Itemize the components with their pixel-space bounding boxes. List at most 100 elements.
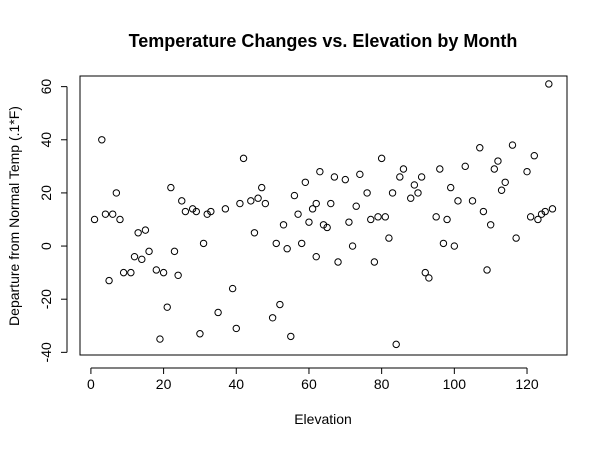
data-point — [130, 252, 139, 261]
data-point — [388, 189, 397, 197]
data-point — [330, 173, 339, 181]
data-point — [247, 197, 255, 205]
data-point — [268, 314, 277, 322]
data-point — [174, 271, 182, 279]
y-tick-label: -40 — [38, 342, 54, 362]
data-point — [454, 197, 462, 205]
data-point — [301, 178, 310, 186]
data-point — [239, 154, 248, 163]
data-point — [181, 207, 190, 216]
data-point — [308, 205, 317, 213]
data-point — [170, 247, 179, 256]
x-axis: 0 20 40 60 80 100 120 — [87, 367, 539, 392]
y-axis: -40 -20 0 20 40 60 — [38, 79, 68, 362]
data-point — [399, 165, 408, 173]
data-point — [523, 167, 531, 176]
data-point — [468, 197, 477, 205]
data-point — [439, 239, 448, 248]
x-tick-label: 0 — [87, 376, 95, 392]
data-point — [214, 308, 222, 317]
data-point — [341, 175, 350, 184]
x-tick-label: 100 — [443, 376, 467, 392]
data-point — [374, 213, 382, 221]
data-point — [352, 202, 360, 210]
data-point — [109, 210, 117, 218]
x-tick-label: 80 — [374, 376, 390, 392]
data-point — [490, 165, 499, 173]
data-point — [512, 234, 520, 242]
data-point — [163, 303, 171, 311]
data-point — [421, 268, 429, 277]
data-point — [207, 207, 215, 216]
y-tick-label: -20 — [38, 289, 54, 309]
data-point — [134, 229, 142, 237]
data-point — [141, 226, 150, 234]
data-point — [127, 268, 135, 277]
data-point — [356, 170, 364, 179]
data-point — [461, 162, 469, 171]
data-point — [436, 165, 444, 173]
data-point — [112, 189, 121, 197]
data-point — [312, 199, 320, 208]
data-point — [199, 239, 208, 248]
data-point — [250, 229, 259, 237]
data-point — [232, 324, 240, 333]
data-point — [101, 210, 110, 218]
data-point — [370, 258, 379, 266]
data-point — [294, 210, 302, 218]
data-point — [192, 207, 200, 216]
data-point — [327, 199, 335, 208]
data-point — [483, 266, 491, 274]
data-point — [363, 189, 371, 197]
x-tick-label: 60 — [301, 376, 317, 392]
data-point — [486, 221, 495, 229]
data-point — [417, 173, 426, 181]
data-point — [396, 173, 404, 181]
data-point — [254, 194, 262, 202]
data-point — [385, 234, 393, 242]
data-point — [345, 218, 353, 226]
data-point — [116, 215, 124, 224]
data-point — [392, 340, 400, 349]
data-point — [334, 258, 342, 266]
data-point — [159, 268, 168, 277]
data-point — [98, 136, 106, 144]
data-point — [526, 213, 535, 221]
chart-title: Temperature Changes vs. Elevation by Mon… — [129, 31, 518, 51]
y-axis-label: Departure from Normal Temp (.1*F) — [6, 106, 22, 326]
y-tick-label: 0 — [38, 242, 54, 250]
data-point — [138, 255, 146, 264]
data-point — [476, 144, 484, 152]
data-point — [261, 199, 270, 208]
data-point — [297, 239, 306, 248]
data-point — [312, 252, 320, 261]
data-point — [447, 183, 455, 192]
data-point — [377, 154, 386, 163]
data-point — [407, 194, 415, 202]
data-point — [425, 274, 433, 282]
y-tick-label: 40 — [38, 132, 54, 148]
data-point — [450, 242, 459, 250]
data-point — [156, 335, 164, 343]
data-point — [258, 183, 266, 192]
data-point — [443, 215, 451, 224]
data-point — [367, 215, 375, 224]
data-point — [283, 245, 291, 253]
data-point — [287, 332, 295, 341]
data-point — [508, 141, 517, 149]
data-point — [494, 157, 502, 165]
data-point — [228, 284, 237, 293]
data-point — [167, 183, 175, 192]
data-point — [530, 152, 538, 160]
x-axis-label: Elevation — [294, 411, 352, 427]
data-point — [119, 268, 128, 277]
data-point — [236, 199, 244, 208]
data-point — [381, 213, 389, 221]
data-point — [323, 223, 331, 232]
data-point — [290, 191, 299, 200]
data-point — [279, 221, 288, 229]
data-point — [90, 215, 99, 224]
data-point — [410, 181, 419, 189]
data-point — [196, 330, 204, 338]
